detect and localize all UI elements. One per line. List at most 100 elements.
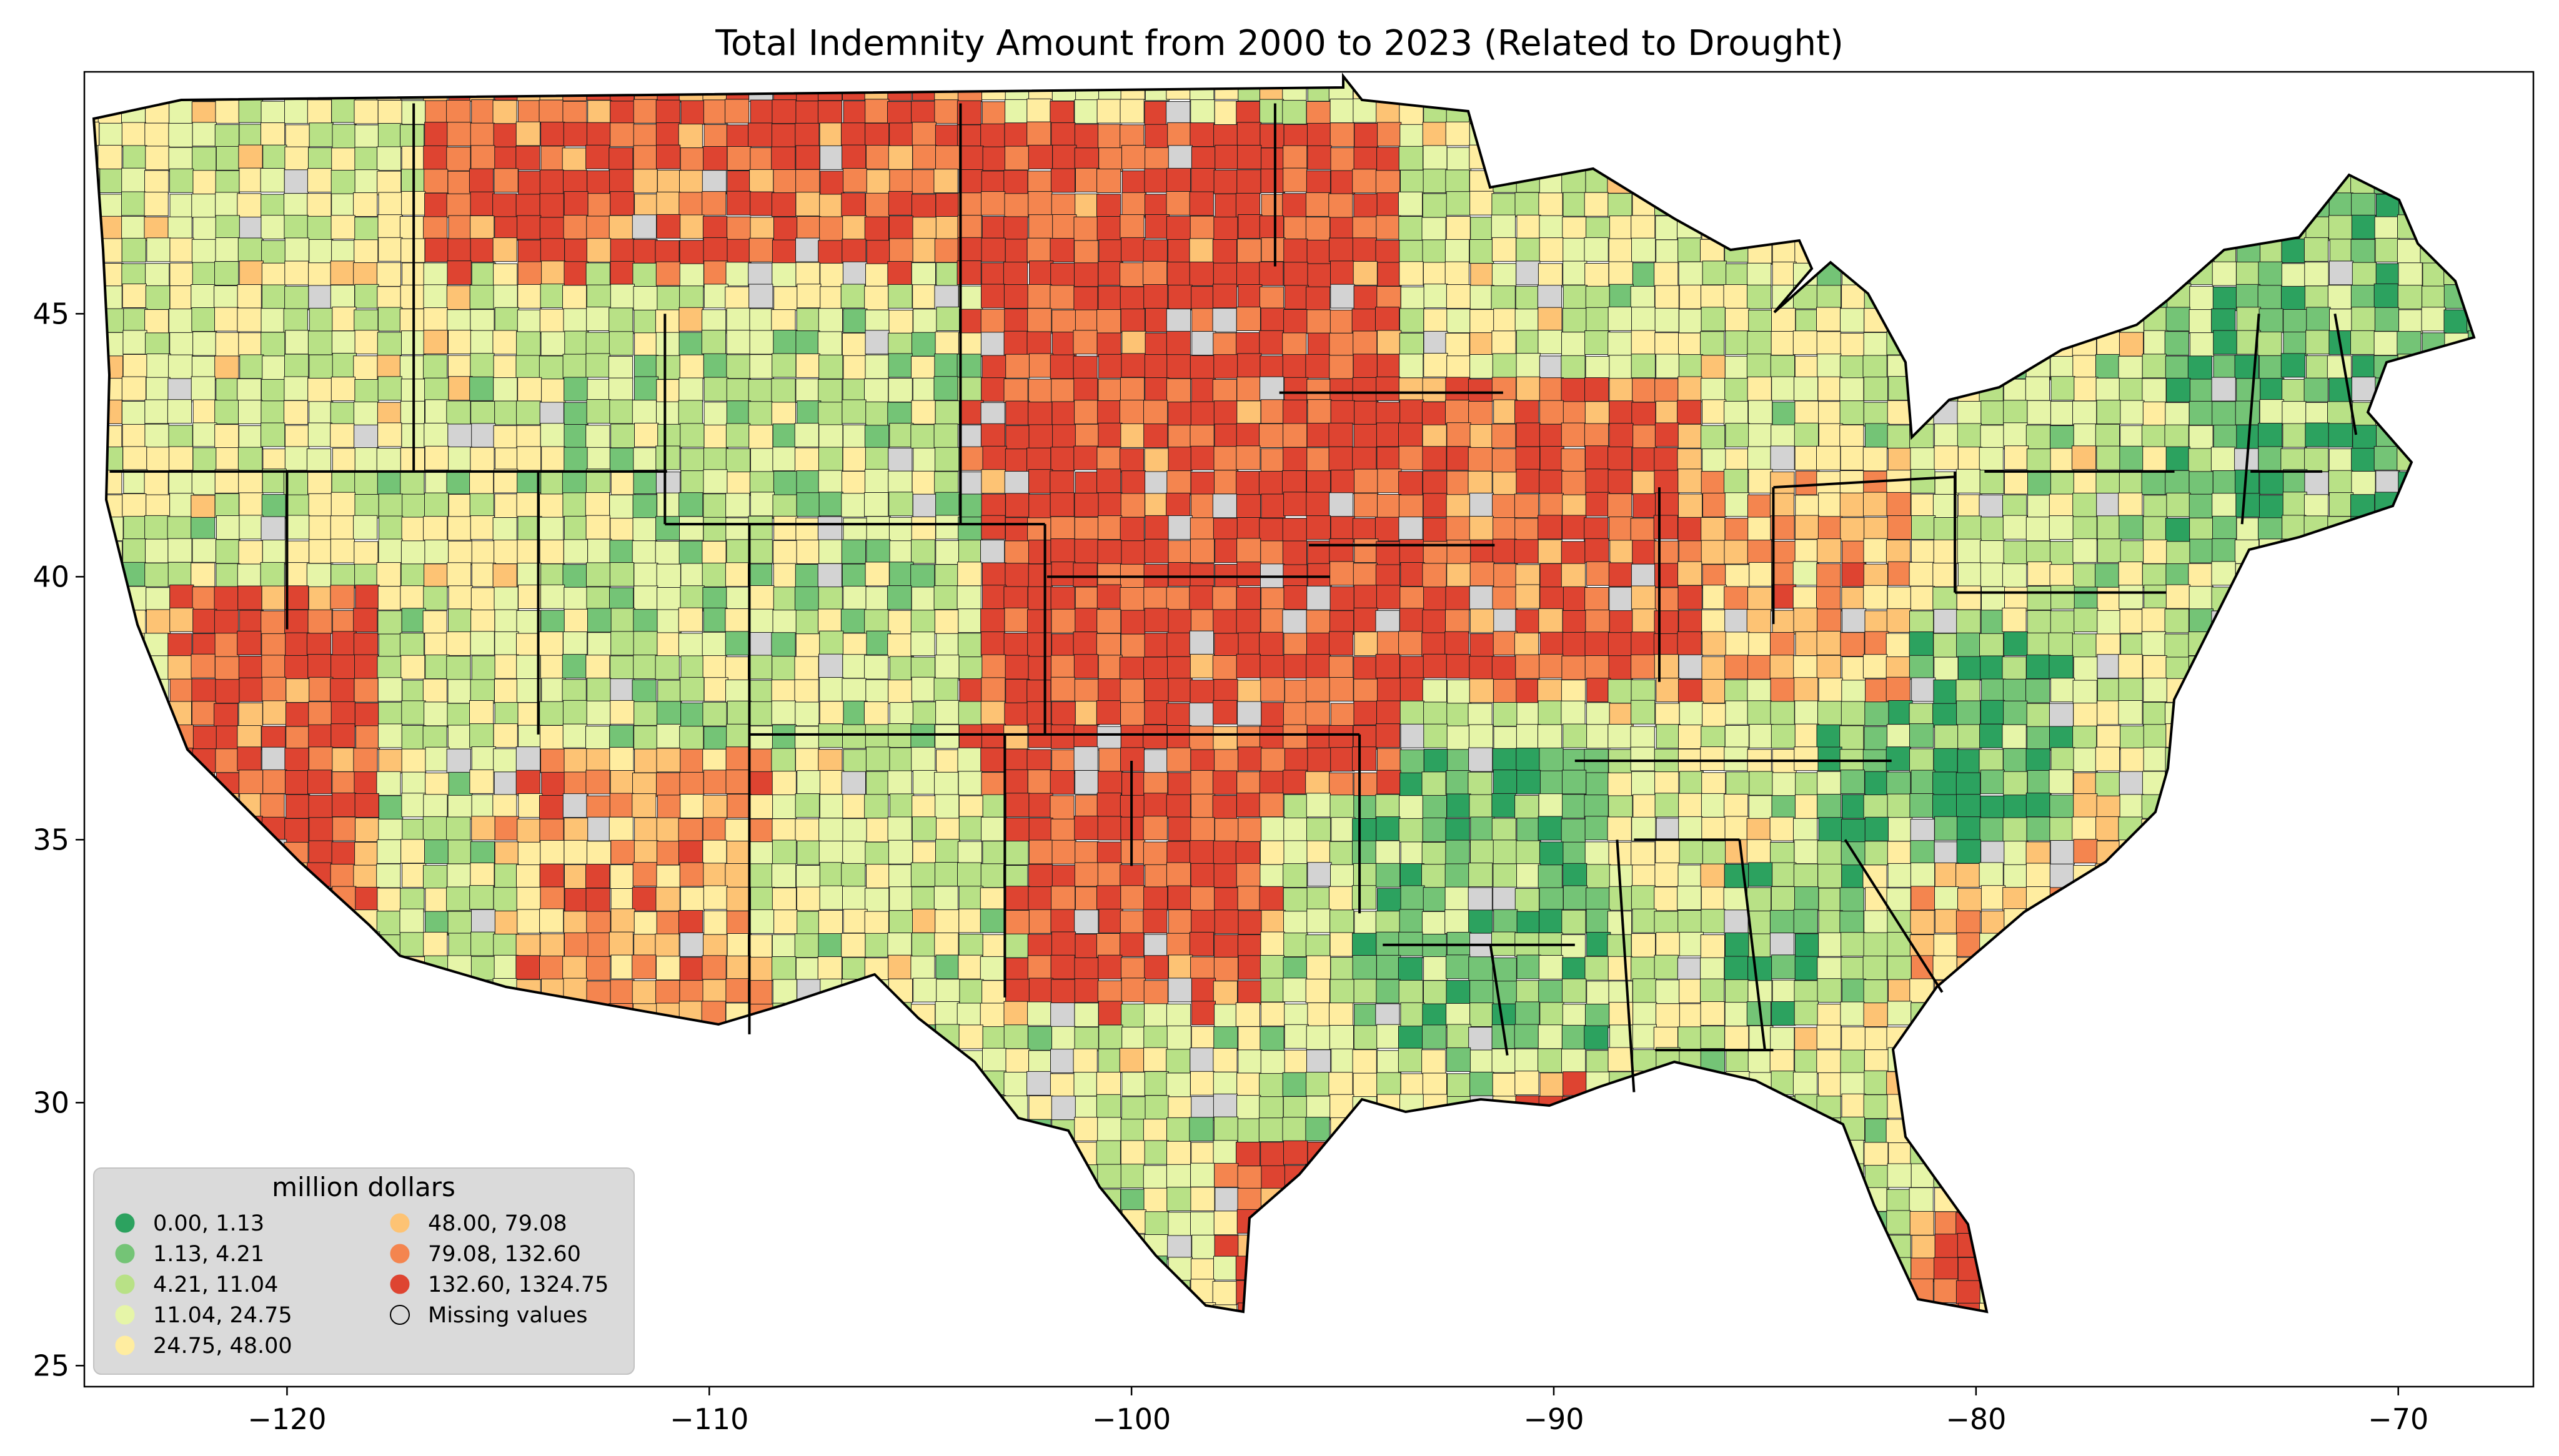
county-region bbox=[1445, 169, 1470, 194]
county-region bbox=[842, 379, 867, 404]
county-region bbox=[2187, 355, 2213, 380]
county-region bbox=[1841, 932, 1866, 957]
county-region bbox=[935, 515, 960, 540]
county-region bbox=[1029, 260, 1054, 285]
county-region bbox=[377, 214, 402, 239]
county-region bbox=[933, 376, 958, 401]
county-region bbox=[1514, 1048, 1539, 1073]
county-region bbox=[703, 885, 728, 910]
county-region bbox=[2049, 817, 2074, 842]
county-region bbox=[610, 864, 635, 889]
county-region bbox=[1886, 492, 1911, 517]
county-region bbox=[726, 378, 752, 403]
county-region bbox=[1911, 677, 1936, 702]
county-region bbox=[1050, 795, 1075, 820]
county-region bbox=[1886, 633, 1911, 658]
county-region bbox=[1353, 260, 1378, 285]
county-region bbox=[1747, 284, 1772, 309]
county-region bbox=[634, 817, 659, 842]
county-region bbox=[1447, 1073, 1472, 1098]
county-region bbox=[1817, 794, 1842, 818]
county-region bbox=[1632, 978, 1657, 1003]
county-region bbox=[1074, 678, 1100, 703]
county-region bbox=[1423, 956, 1448, 981]
county-region bbox=[261, 122, 286, 147]
county-region bbox=[1841, 978, 1867, 1003]
county-region bbox=[1004, 193, 1029, 218]
county-region bbox=[1469, 424, 1494, 449]
county-region bbox=[1724, 518, 1749, 543]
county-region bbox=[237, 746, 262, 771]
county-region bbox=[1399, 354, 1424, 379]
county-region bbox=[727, 472, 752, 496]
county-region bbox=[1980, 610, 2005, 635]
county-region bbox=[1957, 515, 1982, 540]
county-region bbox=[144, 216, 169, 241]
county-region bbox=[1538, 192, 1563, 217]
county-region bbox=[1400, 1002, 1425, 1027]
county-region bbox=[2212, 470, 2238, 495]
county-region bbox=[1145, 864, 1170, 889]
county-region bbox=[493, 377, 518, 402]
county-region bbox=[1607, 816, 1632, 841]
county-region bbox=[1632, 424, 1657, 449]
county-region bbox=[1700, 934, 1726, 959]
county-region bbox=[703, 517, 728, 542]
county-region bbox=[1353, 563, 1378, 588]
county-region bbox=[1144, 678, 1169, 703]
county-region bbox=[1677, 468, 1702, 493]
county-region bbox=[1236, 1072, 1261, 1097]
county-region bbox=[1051, 864, 1077, 889]
county-region bbox=[586, 238, 612, 263]
county-region bbox=[1283, 818, 1308, 842]
county-region bbox=[1724, 909, 1749, 934]
county-region bbox=[2143, 724, 2168, 749]
county-region bbox=[1654, 422, 1680, 447]
county-region bbox=[332, 610, 357, 635]
county-region bbox=[563, 539, 589, 564]
county-region bbox=[355, 725, 380, 750]
county-region bbox=[239, 515, 264, 540]
county-region bbox=[1261, 194, 1286, 219]
county-region bbox=[286, 678, 311, 703]
county-region bbox=[1329, 492, 1354, 517]
county-region bbox=[423, 586, 448, 611]
county-region bbox=[471, 262, 496, 287]
county-region bbox=[727, 793, 752, 818]
county-region bbox=[1864, 726, 1889, 751]
county-region bbox=[1700, 1026, 1725, 1051]
county-region bbox=[2538, 632, 2559, 656]
county-region bbox=[1306, 1049, 1331, 1074]
county-region bbox=[1792, 586, 1817, 611]
county-region bbox=[980, 608, 1005, 633]
county-region bbox=[1329, 217, 1354, 242]
county-region bbox=[634, 725, 658, 750]
county-region bbox=[1352, 216, 1377, 241]
county-region bbox=[1586, 702, 1611, 727]
county-region bbox=[1817, 538, 1842, 563]
county-region bbox=[330, 285, 355, 309]
county-region bbox=[772, 447, 797, 472]
county-region bbox=[585, 770, 610, 795]
county-region bbox=[494, 631, 519, 656]
county-region bbox=[2189, 309, 2214, 334]
county-region bbox=[1376, 215, 1401, 240]
county-region bbox=[1516, 214, 1541, 239]
county-region bbox=[1423, 330, 1448, 355]
county-region bbox=[2003, 795, 2029, 820]
county-region bbox=[632, 517, 657, 542]
county-region bbox=[796, 540, 821, 564]
county-region bbox=[1514, 192, 1539, 217]
county-region bbox=[284, 215, 309, 239]
county-region bbox=[794, 679, 819, 704]
county-region bbox=[261, 633, 286, 658]
county-region bbox=[1584, 587, 1609, 612]
county-region bbox=[2351, 448, 2376, 473]
county-region bbox=[1352, 237, 1378, 262]
county-region bbox=[470, 610, 495, 634]
county-region bbox=[1120, 286, 1145, 311]
county-region bbox=[1003, 1024, 1028, 1049]
county-region bbox=[819, 885, 844, 910]
county-region bbox=[2538, 239, 2559, 262]
county-region bbox=[587, 608, 612, 633]
